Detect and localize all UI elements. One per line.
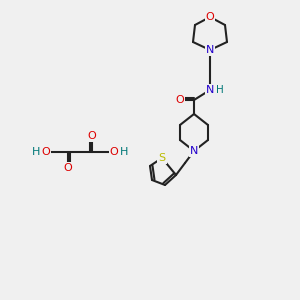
Text: O: O (64, 163, 72, 173)
Text: N: N (206, 45, 214, 55)
Text: H: H (120, 147, 128, 157)
Text: N: N (206, 85, 214, 95)
Text: S: S (158, 153, 166, 163)
Text: O: O (176, 95, 184, 105)
Text: O: O (88, 131, 96, 141)
Text: H: H (216, 85, 224, 95)
Text: O: O (110, 147, 118, 157)
Text: O: O (206, 12, 214, 22)
Text: O: O (42, 147, 50, 157)
Text: N: N (190, 146, 198, 156)
Text: H: H (32, 147, 40, 157)
